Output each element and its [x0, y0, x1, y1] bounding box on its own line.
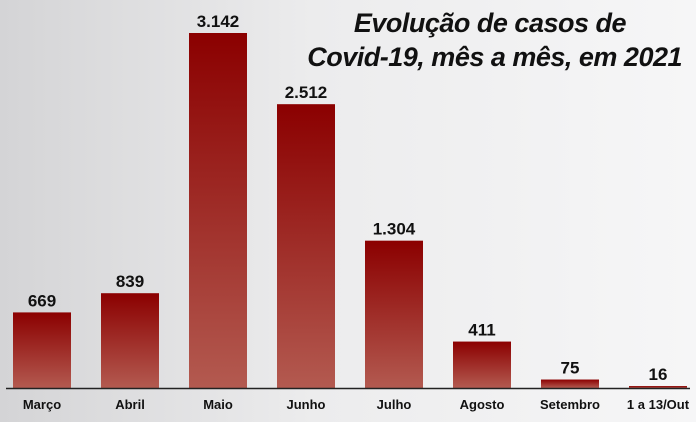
x-tick-label-1: Abril: [115, 397, 145, 412]
bars-layer: [13, 33, 687, 388]
bar-7: [629, 386, 687, 388]
bar-0: [13, 312, 71, 388]
value-label-7: 16: [649, 365, 668, 384]
x-tick-labels-layer: Março Abril Maio Junho Julho Agosto Setembro 1 …: [23, 397, 690, 412]
bar-1: [101, 293, 159, 388]
x-tick-label-5: Agosto: [460, 397, 505, 412]
value-label-6: 75: [561, 359, 580, 378]
chart-title-line-1: Evolução de casos de: [353, 8, 627, 38]
bar-2: [189, 33, 247, 388]
value-label-2: 3.142: [197, 12, 240, 31]
x-tick-label-2: Maio: [203, 397, 233, 412]
value-label-0: 669: [28, 291, 56, 310]
x-tick-label-6: Setembro: [540, 397, 600, 412]
value-label-1: 839: [116, 272, 144, 291]
x-tick-label-0: Março: [23, 397, 61, 412]
value-label-4: 1.304: [373, 220, 416, 239]
bar-3: [277, 104, 335, 388]
x-tick-label-4: Julho: [377, 397, 412, 412]
x-tick-label-7: 1 a 13/Out: [627, 397, 690, 412]
bar-4: [365, 240, 423, 388]
x-tick-label-3: Junho: [287, 397, 326, 412]
chart-title-line-2: Covid-19, mês a mês, em 2021: [307, 42, 682, 72]
value-label-5: 411: [468, 321, 495, 340]
value-label-3: 2.512: [285, 83, 328, 102]
bar-5: [453, 341, 511, 388]
value-labels-layer: 669 839 3.142 2.512 1.304 411 75 16: [28, 12, 668, 384]
bar-6: [541, 379, 599, 388]
